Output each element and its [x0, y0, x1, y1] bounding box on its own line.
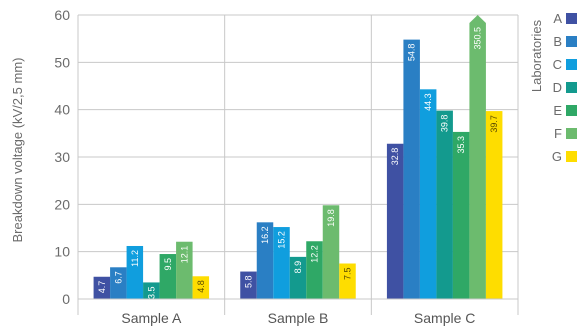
legend-swatch — [566, 59, 577, 70]
bar-b — [256, 222, 274, 299]
data-label: 15.2 — [277, 231, 287, 249]
bar-f — [469, 23, 486, 299]
legend-label: A — [553, 11, 562, 26]
bar-d — [436, 110, 453, 299]
legend-swatch — [566, 105, 577, 116]
bar-a — [386, 143, 404, 299]
data-label: 12.1 — [179, 246, 189, 264]
data-label: 6.7 — [113, 271, 123, 284]
data-label: 54.8 — [407, 44, 417, 62]
data-label: 12.2 — [310, 245, 320, 263]
legend-label: D — [553, 80, 562, 95]
y-axis-title: Breakdown voltage (kV/2,5 mm) — [10, 58, 25, 243]
bar-c — [273, 227, 290, 299]
data-label: 5.8 — [244, 276, 254, 289]
data-label: 39.8 — [440, 115, 450, 133]
bar-e — [306, 241, 323, 299]
x-tick-label: Sample A — [121, 310, 182, 326]
data-label: 3.5 — [146, 286, 156, 299]
bar-clipped-arrow — [469, 15, 486, 23]
data-label: 32.8 — [390, 148, 400, 166]
bar-c — [419, 89, 437, 300]
legend-label: C — [553, 57, 562, 72]
data-label: 35.3 — [456, 136, 466, 154]
bar-f — [176, 241, 193, 299]
data-label: 9.5 — [163, 258, 173, 271]
bar-b — [403, 39, 420, 299]
y-tick-label: 0 — [62, 291, 70, 307]
legend-swatch — [566, 82, 577, 93]
data-label: 19.8 — [326, 209, 336, 227]
data-label: 11.2 — [130, 250, 140, 267]
bar-g — [192, 276, 210, 299]
legend-swatch — [566, 36, 577, 47]
data-label: 4.8 — [196, 280, 206, 293]
data-label: 16.2 — [260, 226, 270, 244]
bar-c — [126, 245, 144, 299]
legend-title: Laboratories — [529, 19, 544, 92]
y-tick-label: 20 — [54, 196, 70, 212]
gridlines — [77, 14, 519, 315]
bar-a — [93, 276, 111, 299]
legend-swatch — [566, 151, 577, 162]
data-label: 39.7 — [489, 115, 499, 133]
bar-a — [240, 271, 257, 299]
x-tick-label: Sample C — [414, 310, 475, 326]
x-tick-label: Sample B — [268, 310, 329, 326]
legend-swatch — [566, 128, 577, 139]
y-tick-label: 50 — [54, 54, 70, 70]
y-tick-label: 30 — [54, 149, 70, 165]
bar-b — [110, 267, 127, 299]
axes: 0 10 20 30 40 50 60 Sample A Sample B Sample C — [54, 7, 518, 326]
bar-f — [322, 205, 340, 299]
legend-label: E — [553, 103, 562, 118]
legend-label: F — [554, 126, 562, 141]
data-label: 8.9 — [293, 261, 303, 274]
bar-d — [289, 256, 307, 299]
y-tick-label: 60 — [54, 7, 70, 23]
legend-label: G — [552, 149, 562, 164]
bar-d — [143, 282, 160, 299]
y-tick-label: 10 — [54, 244, 70, 260]
legend-label: B — [553, 34, 562, 49]
bar-e — [452, 131, 470, 299]
bar-e — [159, 254, 177, 299]
bars: 4.7 5.8 32.8 6.7 16.2 54.8 11.2 15.2 44.3 3.5 8.9 3… — [93, 15, 503, 300]
data-label: 350.5 — [473, 27, 483, 50]
data-label: 4.7 — [97, 281, 107, 294]
legend-swatch — [566, 13, 577, 24]
bar-g — [339, 263, 356, 299]
data-label: 7.5 — [343, 268, 353, 281]
y-tick-label: 40 — [54, 102, 70, 118]
bar-g — [485, 111, 503, 299]
data-label: 44.3 — [423, 93, 433, 111]
